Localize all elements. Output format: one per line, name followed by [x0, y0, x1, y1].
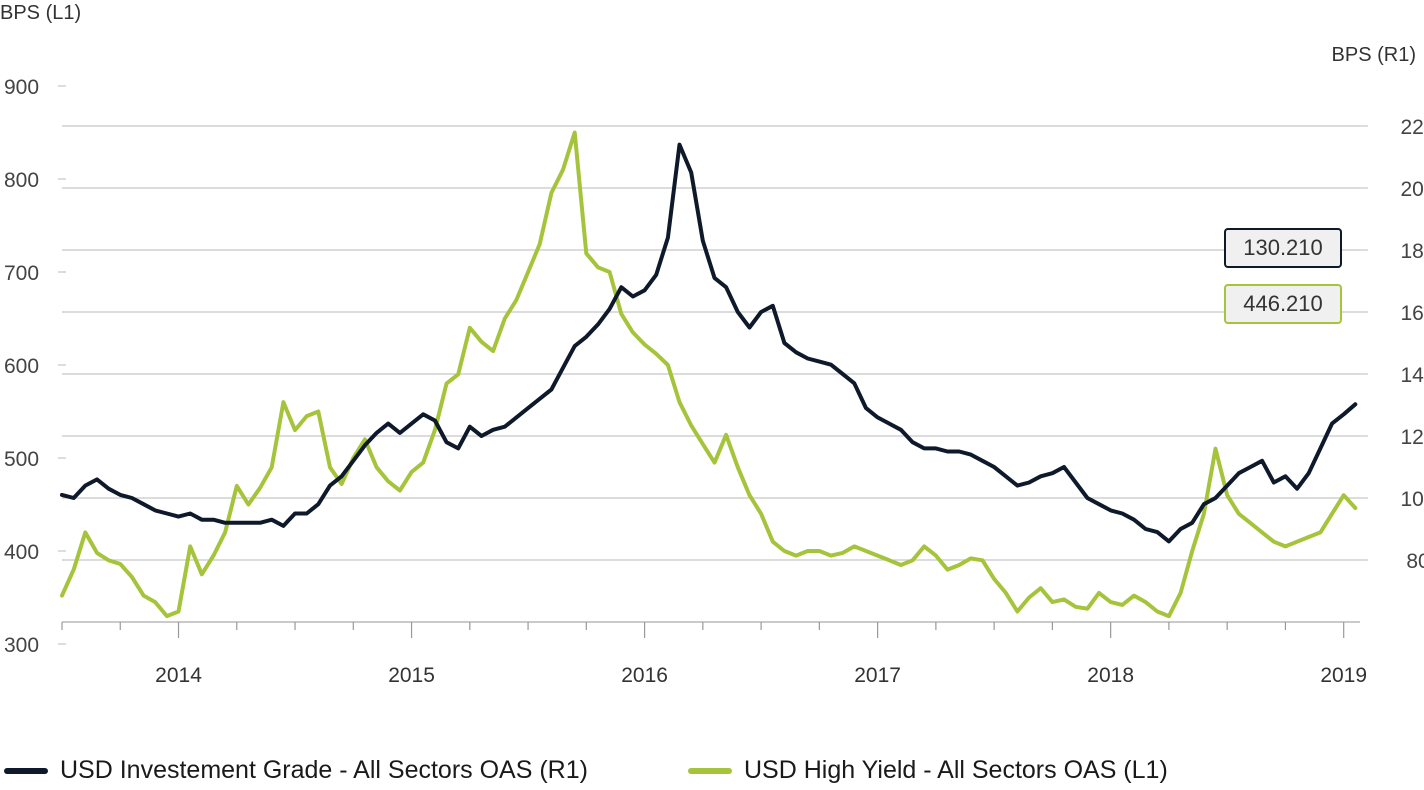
left-axis-title: BPS (L1) [0, 2, 82, 24]
legend-label-investment-grade: USD Investement Grade - All Sectors OAS … [60, 756, 588, 784]
right-tick-label: 120 [1400, 426, 1424, 449]
legend-item-high-yield[interactable]: USD High Yield - All Sectors OAS (L1) [688, 756, 1168, 785]
left-tick-label: 500 [4, 448, 39, 471]
x-tick-label: 2015 [388, 664, 435, 687]
x-axis: 2014 2015 2016 2017 2018 2019 [61, 621, 1367, 687]
left-axis: 300 400 500 600 700 800 900 [4, 76, 66, 657]
legend-swatch-investment-grade [4, 767, 48, 774]
right-tick-label: 140 [1400, 364, 1424, 387]
right-axis: 80 100 120 140 160 180 200 220 [1360, 116, 1424, 573]
hy-last-value-badge: 446.210 [1224, 284, 1342, 324]
series-lines [60, 130, 1358, 619]
left-tick-label: 400 [4, 541, 39, 564]
ig-last-value-badge: 130.210 [1224, 228, 1342, 268]
high-yield-line [60, 130, 1358, 619]
left-tick-label: 700 [4, 262, 39, 285]
x-tick-label: 2017 [854, 664, 901, 687]
left-tick-label: 900 [4, 76, 39, 99]
left-tick-label: 800 [4, 169, 39, 192]
legend-item-investment-grade[interactable]: USD Investement Grade - All Sectors OAS … [4, 756, 588, 785]
x-tick-label: 2018 [1087, 664, 1134, 687]
left-tick-label: 600 [4, 355, 39, 378]
legend-swatch-high-yield [688, 767, 732, 774]
x-tick-label: 2014 [155, 664, 202, 687]
right-tick-label: 180 [1400, 240, 1424, 263]
left-tick-label: 300 [4, 634, 39, 657]
investment-grade-line [60, 142, 1358, 544]
right-tick-label: 220 [1400, 116, 1424, 139]
right-tick-label: 160 [1400, 302, 1424, 325]
right-tick-label: 100 [1400, 488, 1424, 511]
right-tick-label: 200 [1400, 178, 1424, 201]
x-tick-label: 2019 [1320, 664, 1367, 687]
x-tick-label: 2016 [621, 664, 668, 687]
right-axis-title: BPS (R1) [1331, 44, 1416, 66]
right-tick-label: 80 [1406, 550, 1424, 573]
legend-label-high-yield: USD High Yield - All Sectors OAS (L1) [744, 756, 1168, 784]
